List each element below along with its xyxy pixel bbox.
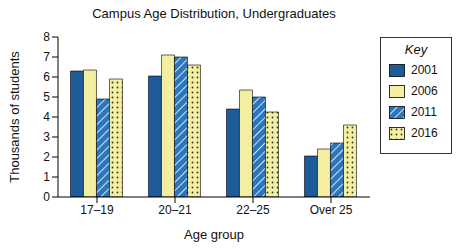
html-text:2006: 2006: [411, 84, 438, 98]
html-text:2016: 2016: [411, 126, 438, 140]
html-text:Campus Age Distribution, Under: Campus Age Distribution, Undergraduates: [92, 6, 336, 21]
svg-text:Thousands of students: Thousands of students: [7, 51, 22, 183]
svg-text:Over 25: Over 25: [310, 203, 353, 217]
svg-text:0: 0: [43, 190, 50, 204]
svg-text:1: 1: [43, 170, 50, 184]
svg-text:17–19: 17–19: [80, 203, 114, 217]
svg-text:2: 2: [43, 150, 50, 164]
svg-text:Age group: Age group: [184, 227, 244, 242]
svg-text:20–21: 20–21: [158, 203, 192, 217]
svg-text:5: 5: [43, 90, 50, 104]
svg-text:8: 8: [43, 30, 50, 44]
html-text:2001: 2001: [411, 63, 438, 77]
svg-text:3: 3: [43, 130, 50, 144]
svg-text:7: 7: [43, 50, 50, 64]
html-text:Key: Key: [404, 42, 428, 57]
svg-text:4: 4: [43, 110, 50, 124]
svg-text:22–25: 22–25: [236, 203, 270, 217]
html-text:2011: 2011: [411, 105, 437, 119]
svg-text:6: 6: [43, 70, 50, 84]
